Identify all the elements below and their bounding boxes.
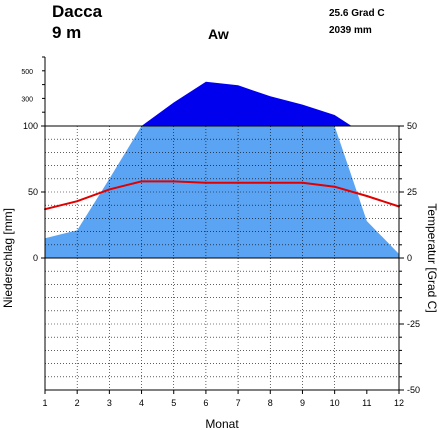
temp-tick-label: -50 <box>407 385 420 395</box>
station-elevation: 9 m <box>52 23 81 42</box>
x-tick-label: 1 <box>42 398 47 408</box>
x-tick-label: 10 <box>330 398 340 408</box>
x-tick-label: 7 <box>236 398 241 408</box>
station-name: Dacca <box>52 2 103 21</box>
temp-tick-label: 25 <box>407 187 417 197</box>
temperature-point <box>237 181 240 184</box>
temperature-point <box>333 185 336 188</box>
temp-tick-label: -25 <box>407 319 420 329</box>
temperature-point <box>76 200 79 203</box>
precip-upper-tick-label: 500 <box>21 69 33 76</box>
temp-tick-label: 50 <box>407 121 417 131</box>
perhumid-area <box>45 81 399 126</box>
temperature-point <box>172 180 175 183</box>
x-tick-label: 6 <box>203 398 208 408</box>
precip-tick-label: 50 <box>28 187 38 197</box>
x-tick-label: 3 <box>107 398 112 408</box>
x-tick-label: 12 <box>394 398 404 408</box>
x-axis-label: Monat <box>205 417 239 430</box>
y-axis-label-left: Niederschlag [mm] <box>1 208 15 308</box>
temperature-point <box>301 181 304 184</box>
x-tick-label: 5 <box>171 398 176 408</box>
temperature-point <box>365 194 368 197</box>
precip-tick-label: 0 <box>33 253 38 263</box>
temperature-line <box>44 180 400 211</box>
x-tick-label: 2 <box>75 398 80 408</box>
climate-class: Aw <box>208 26 229 42</box>
temp-tick-label: 0 <box>407 253 412 263</box>
precip-tick-label: 100 <box>23 121 38 131</box>
mean-temperature: 25.6 Grad C <box>329 8 385 19</box>
x-tick-label: 9 <box>300 398 305 408</box>
y-axis-label-right: Temperatur [Grad C] <box>425 203 439 312</box>
annual-precipitation: 2039 mm <box>329 25 372 36</box>
x-tick-label: 4 <box>139 398 144 408</box>
temperature-point <box>108 188 111 191</box>
temperature-point <box>204 181 207 184</box>
x-tick-label: 8 <box>268 398 273 408</box>
temperature-point <box>140 180 143 183</box>
x-tick-label: 11 <box>362 398 371 408</box>
precip-upper-tick-label: 300 <box>21 96 33 103</box>
temperature-point <box>269 181 272 184</box>
